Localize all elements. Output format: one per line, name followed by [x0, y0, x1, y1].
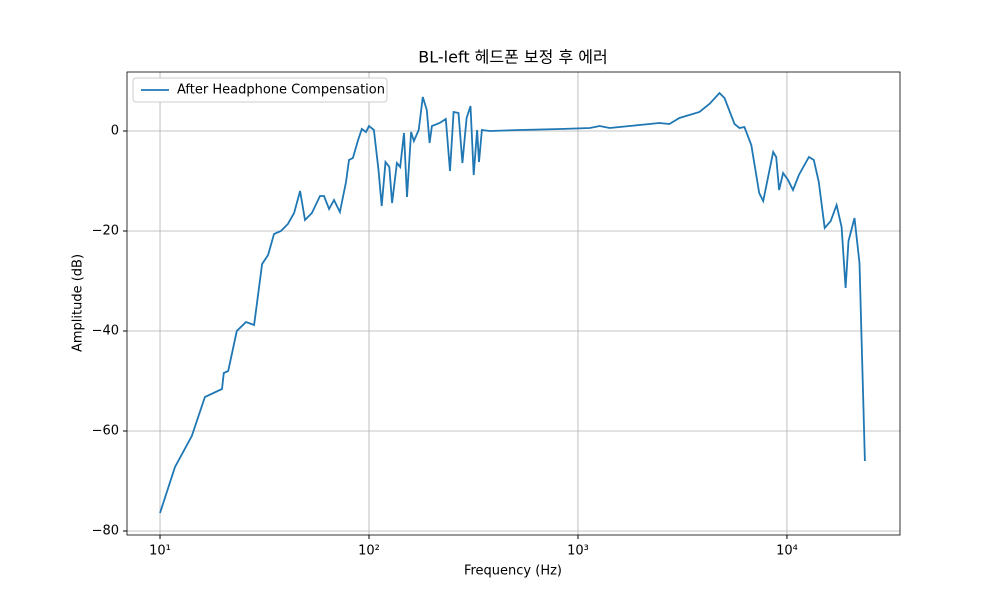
- legend-label: After Headphone Compensation: [177, 83, 385, 98]
- x-tick-label: 10⁴: [776, 544, 798, 559]
- x-tick-label: 10²: [358, 544, 380, 559]
- chart-title: BL-left 헤드폰 보정 후 에러: [418, 48, 607, 67]
- x-tick-label: 10¹: [149, 544, 171, 559]
- y-tick-label: 0: [111, 124, 119, 139]
- y-tick-label: −80: [92, 524, 119, 539]
- data-line: [159, 91, 866, 514]
- y-tick-label: −40: [92, 324, 119, 339]
- y-tick-label: −60: [92, 424, 119, 439]
- legend-box: [132, 77, 388, 103]
- plot-frame: [126, 71, 901, 536]
- y-axis-label: Amplitude (dB): [71, 254, 86, 352]
- x-axis-label: Frequency (Hz): [464, 564, 562, 579]
- x-tick-label: 10³: [567, 544, 589, 559]
- y-tick-label: −20: [92, 224, 119, 239]
